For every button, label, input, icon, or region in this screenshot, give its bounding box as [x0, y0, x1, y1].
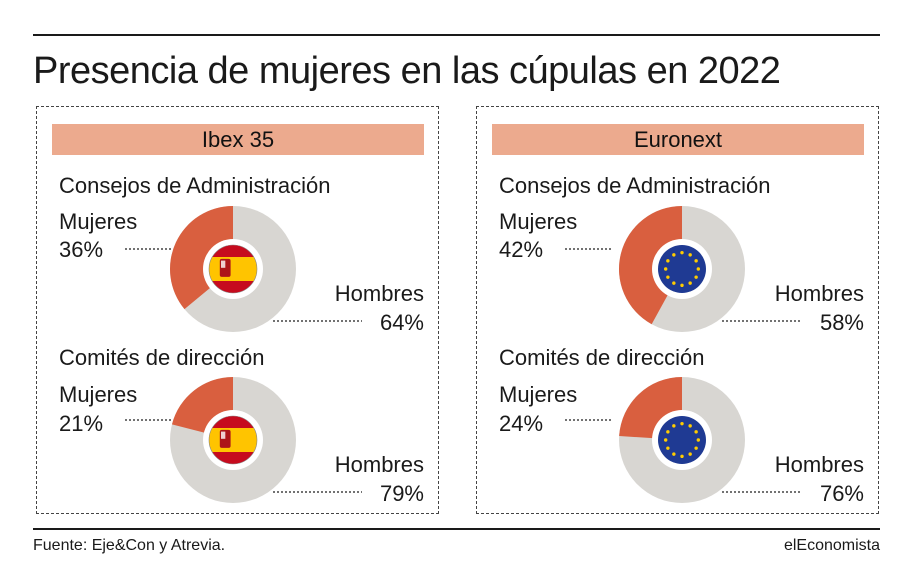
pie-chart-consejos: [125, 206, 362, 332]
section-title-comites: Comités de dirección: [59, 345, 265, 370]
women-value-label: 42%: [499, 237, 544, 262]
top-rule: [33, 34, 880, 36]
men-value-label: 58%: [819, 310, 864, 335]
women-value-label: 36%: [59, 237, 104, 262]
brand-logo: elEconomista: [783, 537, 880, 554]
men-value-label: 76%: [819, 481, 864, 506]
eu-flag-icon: [658, 245, 706, 293]
section-title-consejos: Consejos de Administración: [499, 173, 771, 198]
women-category-label: Mujeres: [499, 382, 578, 407]
eu-flag-icon: [658, 416, 706, 464]
men-value-label: 64%: [379, 310, 424, 335]
pie-chart-comites: [565, 377, 802, 503]
women-value-label: 24%: [499, 411, 544, 436]
spain-flag-icon: [208, 244, 258, 294]
pie-chart-comites: [125, 377, 362, 503]
women-slice: [170, 206, 233, 310]
pies-svg: [565, 206, 802, 503]
panel-euronext: Euronext Consejos de Administración Muje…: [476, 106, 879, 514]
section-title-consejos: Consejos de Administración: [59, 173, 331, 198]
source-note: Fuente: Eje&Con y Atrevia.: [33, 537, 226, 554]
men-category-label: Hombres: [334, 452, 424, 477]
page-title: Presencia de mujeres en las cúpulas en 2…: [33, 50, 781, 92]
pie-chart-consejos: [565, 206, 802, 332]
panel-ibex35: Ibex 35 Consejos de Administración Mujer…: [36, 106, 439, 514]
panel-header: Ibex 35: [52, 124, 424, 155]
bottom-rule: [33, 528, 880, 530]
panel-header: Euronext: [492, 124, 864, 155]
women-category-label: Mujeres: [59, 209, 138, 234]
men-category-label: Hombres: [774, 452, 864, 477]
women-slice: [619, 206, 682, 325]
pies-svg: [125, 206, 362, 503]
women-value-label: 21%: [59, 411, 104, 436]
women-category-label: Mujeres: [499, 209, 578, 234]
men-value-label: 79%: [379, 481, 424, 506]
men-category-label: Hombres: [774, 281, 864, 306]
section-title-comites: Comités de dirección: [499, 345, 705, 370]
men-category-label: Hombres: [334, 281, 424, 306]
women-category-label: Mujeres: [59, 382, 138, 407]
spain-flag-icon: [208, 415, 258, 465]
